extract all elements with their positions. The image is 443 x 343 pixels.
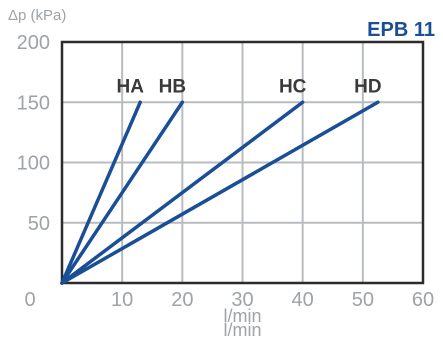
x-tick-label: 10	[111, 289, 133, 311]
grid-lines	[62, 42, 423, 283]
series-labels: HA HB HC HD	[116, 76, 381, 97]
y-tick-label: 150	[17, 92, 50, 114]
y-tick-labels: 50 100 150 200	[17, 32, 50, 235]
series-label-hb: HB	[159, 76, 186, 97]
y-tick-label: 200	[17, 32, 50, 54]
series-line-hd	[60, 100, 380, 285]
x-tick-label: 50	[352, 289, 374, 311]
series-label-hd: HD	[354, 76, 381, 97]
x-tick-label: 30	[231, 289, 253, 311]
x-tick-label: 40	[292, 289, 314, 311]
y-axis-title: Δp (kPa)	[8, 7, 66, 24]
series-label-hc: HC	[279, 76, 307, 97]
plot-border	[60, 40, 425, 285]
series-lines	[60, 100, 380, 285]
y-tick-label: 100	[17, 153, 50, 175]
x-tick-label: 0	[24, 289, 35, 311]
series-line-hc	[60, 100, 305, 285]
plot-frame	[60, 40, 425, 285]
x-unit-label: l/min	[223, 306, 261, 326]
x-tick-labels: 0 10 20 30 40 50 60	[24, 289, 434, 311]
series-line-ha	[60, 100, 142, 285]
x-unit-label: l/min	[223, 320, 261, 340]
y-tick-label: 50	[28, 213, 50, 235]
x-tick-label: 20	[171, 289, 193, 311]
series-label-ha: HA	[116, 76, 144, 97]
chart-title: EPB 11	[367, 19, 435, 41]
series-line-hb	[60, 100, 185, 285]
x-tick-label: 60	[412, 289, 434, 311]
